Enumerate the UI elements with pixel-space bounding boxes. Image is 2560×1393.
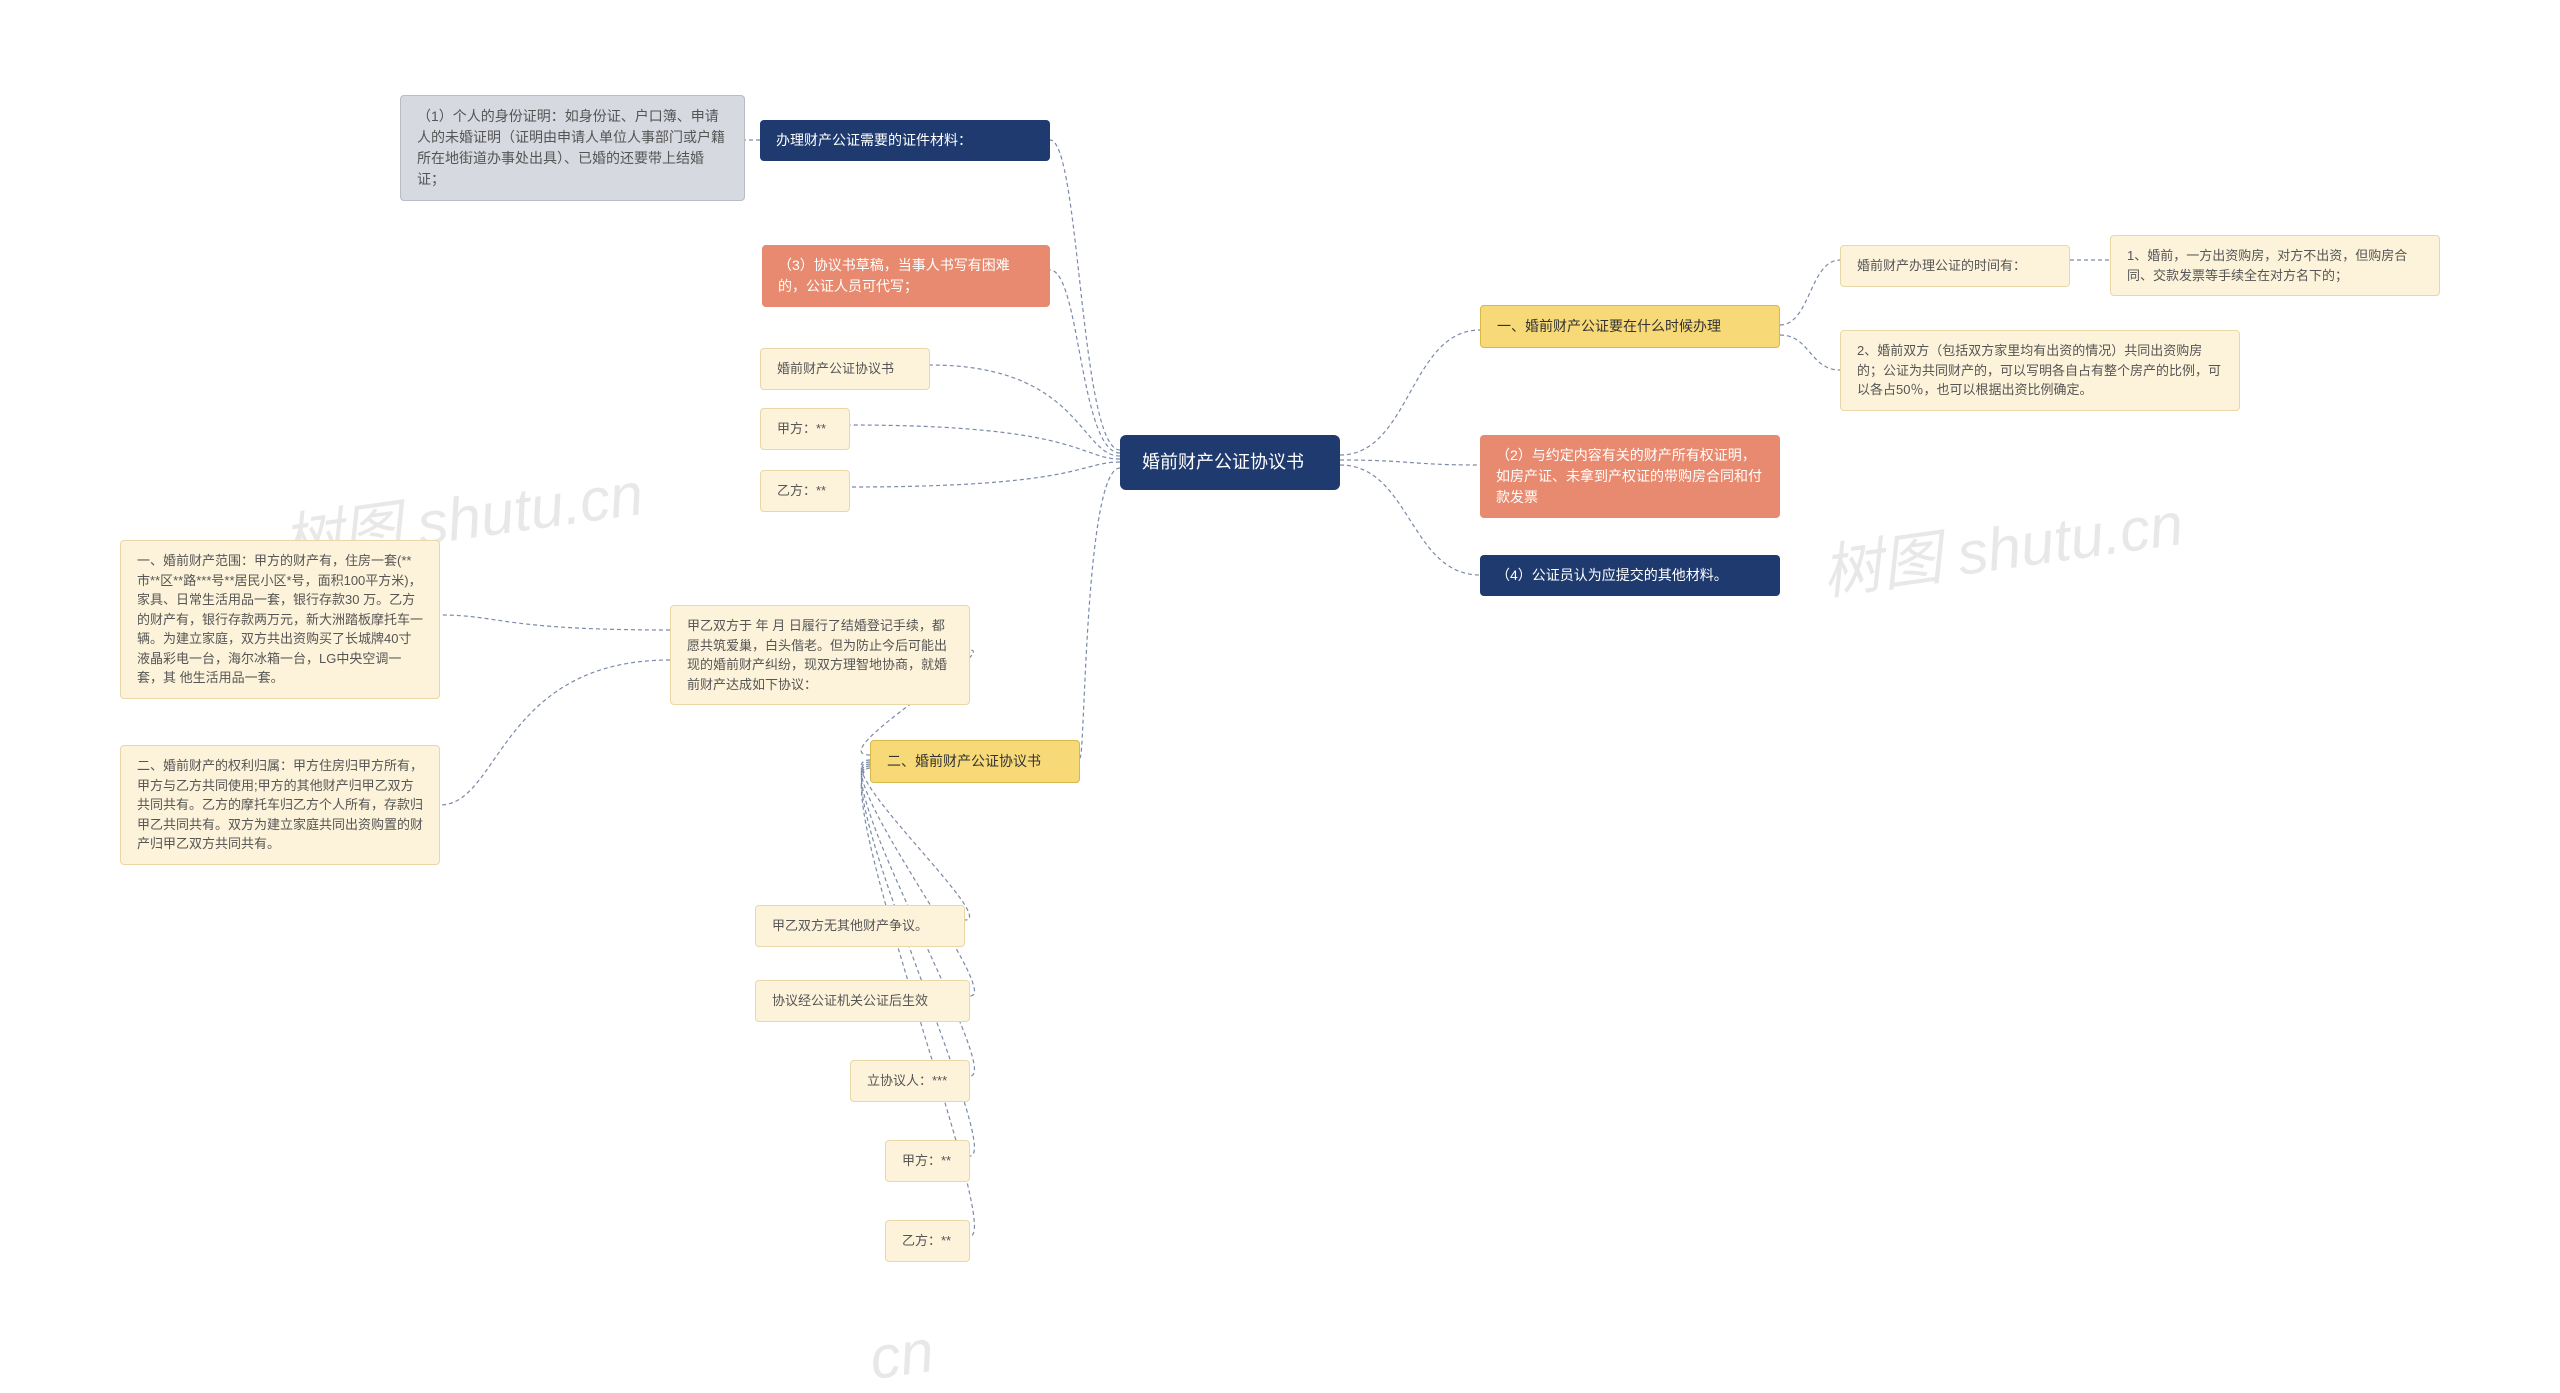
leaf-id-proof: （1）个人的身份证明：如身份证、户口簿、申请人的未婚证明（证明由申请人单位人事部…: [400, 95, 745, 201]
leaf-party-b: 乙方：**: [760, 470, 850, 512]
watermark: 树图 shutu.cn: [1816, 475, 2188, 612]
branch-proof[interactable]: （2）与约定内容有关的财产所有权证明，如房产证、未拿到产权证的带购房合同和付款发…: [1480, 435, 1780, 518]
leaf-no-dispute: 甲乙双方无其他财产争议。: [755, 905, 965, 947]
leaf-scope: 一、婚前财产范围：甲方的财产有，住房一套(**市**区**路***号**居民小区…: [120, 540, 440, 699]
leaf-agreement-title: 婚前财产公证协议书: [760, 348, 930, 390]
leaf-party-b-sign: 乙方：**: [885, 1220, 970, 1262]
leaf-party-a: 甲方：**: [760, 408, 850, 450]
branch-draft[interactable]: （3）协议书草稿，当事人书写有困难的，公证人员可代写；: [762, 245, 1050, 307]
branch-agreement-2[interactable]: 二、婚前财产公证协议书: [870, 740, 1080, 783]
leaf-party-a-sign: 甲方：**: [885, 1140, 970, 1182]
branch-other-materials[interactable]: （4）公证员认为应提交的其他材料。: [1480, 555, 1780, 596]
branch-timing[interactable]: 一、婚前财产公证要在什么时候办理: [1480, 305, 1780, 348]
leaf-preamble: 甲乙双方于 年 月 日履行了结婚登记手续，都愿共筑爱巢，白头偕老。但为防止今后可…: [670, 605, 970, 705]
leaf-signatory: 立协议人：***: [850, 1060, 970, 1102]
leaf-timing-intro: 婚前财产办理公证的时间有：: [1840, 245, 2070, 287]
watermark: cn: [866, 1316, 938, 1393]
leaf-rights: 二、婚前财产的权利归属：甲方住房归甲方所有，甲方与乙方共同使用;甲方的其他财产归…: [120, 745, 440, 865]
leaf-timing-2: 2、婚前双方（包括双方家里均有出资的情况）共同出资购房的；公证为共同财产的，可以…: [1840, 330, 2240, 411]
leaf-effective: 协议经公证机关公证后生效: [755, 980, 970, 1022]
branch-required-docs[interactable]: 办理财产公证需要的证件材料：: [760, 120, 1050, 161]
leaf-timing-1: 1、婚前，一方出资购房，对方不出资，但购房合同、交款发票等手续全在对方名下的；: [2110, 235, 2440, 296]
root-node[interactable]: 婚前财产公证协议书: [1120, 435, 1340, 490]
